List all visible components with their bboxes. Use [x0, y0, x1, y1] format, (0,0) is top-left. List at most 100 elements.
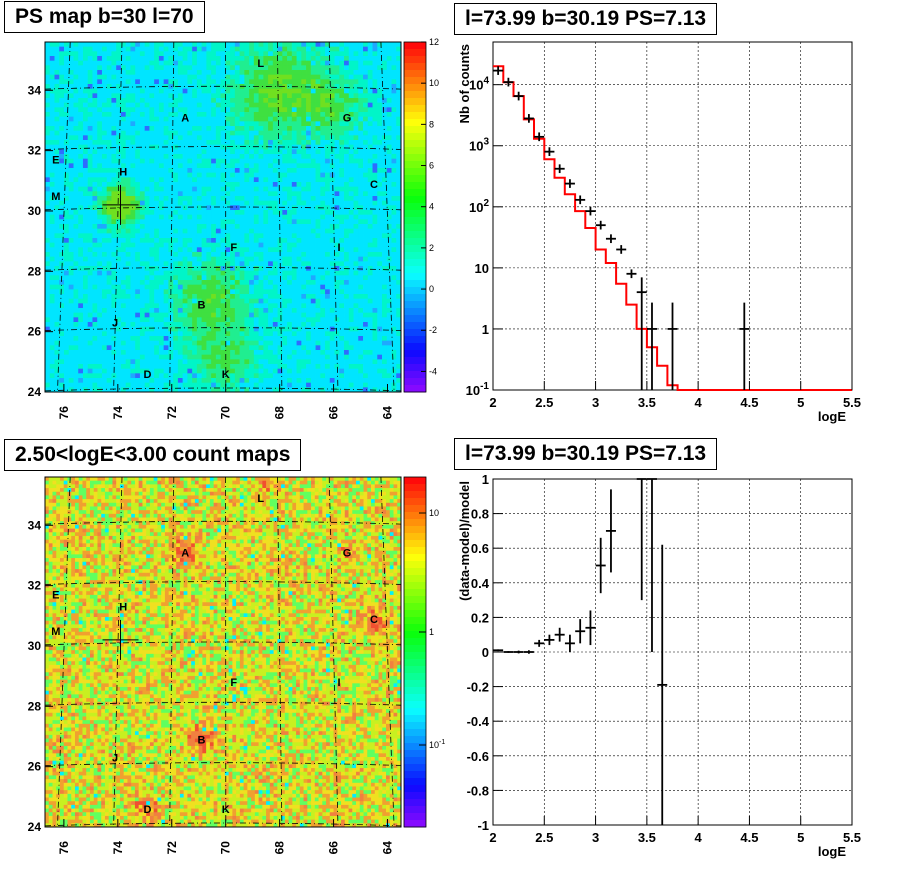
heatmap-cell [45, 154, 51, 160]
heatmap-cell [149, 163, 155, 169]
heatmap-cell [125, 340, 131, 346]
heatmap-cell [111, 74, 117, 80]
heatmap-cell [272, 284, 278, 290]
heatmap-cell [253, 135, 259, 141]
heatmap-cell [177, 200, 184, 206]
heatmap-cell [63, 382, 70, 388]
heatmap-cell [59, 163, 65, 169]
heatmap-cell [163, 238, 169, 244]
heatmap-cell [97, 154, 103, 160]
heatmap-cell [144, 182, 150, 188]
heatmap-cell [329, 60, 335, 66]
heatmap-cell [239, 228, 245, 234]
heatmap-cell [329, 51, 335, 57]
heatmap-cell [263, 46, 269, 52]
heatmap-cell [78, 298, 84, 304]
heatmap-cell [163, 121, 169, 127]
heatmap-cell [97, 60, 103, 66]
heatmap-cell [59, 340, 65, 346]
heatmap-cell [158, 135, 165, 141]
heatmap-cell [73, 154, 79, 160]
heatmap-cell [196, 107, 203, 113]
heatmap-cell [63, 46, 70, 52]
heatmap-cell [106, 224, 112, 230]
heatmap-cell [139, 373, 146, 379]
heatmap-cell [334, 149, 340, 155]
heatmap-cell [344, 112, 350, 118]
heatmap-cell [310, 51, 316, 57]
heatmap-cell [168, 219, 174, 225]
heatmap-cell [277, 326, 283, 332]
heatmap-cell [253, 149, 259, 155]
heatmap-cell [87, 112, 93, 118]
heatmap-cell [78, 135, 84, 141]
heatmap-cell [177, 70, 184, 76]
heatmap-cell [154, 238, 160, 244]
heatmap-cell [101, 98, 108, 104]
heatmap-cell [348, 364, 354, 370]
heatmap-cell [87, 294, 93, 300]
heatmap-cell [144, 387, 150, 393]
heatmap-cell [282, 336, 288, 342]
heatmap-cell [239, 280, 245, 286]
heatmap-cell [92, 331, 98, 337]
heatmap-cell [163, 210, 169, 216]
heatmap-cell [339, 107, 345, 113]
heatmap-cell [348, 65, 354, 71]
heatmap-cell [187, 284, 193, 290]
heatmap-cell [220, 70, 226, 76]
heatmap-cell [82, 149, 89, 155]
heatmap-cell [310, 359, 316, 365]
heatmap-cell [135, 172, 141, 178]
heatmap-cell [253, 364, 259, 370]
heatmap-cell [101, 46, 108, 52]
heatmap-cell [353, 233, 359, 239]
heatmap-cell [310, 368, 316, 374]
heatmap-cell [296, 224, 302, 230]
heatmap-cell [296, 261, 302, 267]
heatmap-cell [329, 336, 335, 342]
heatmap-cell [201, 387, 207, 393]
heatmap-cell [339, 74, 345, 80]
heatmap-cell [230, 126, 236, 132]
heatmap-cell [135, 126, 141, 132]
heatmap-cell [353, 354, 359, 360]
heatmap-cell [334, 93, 340, 99]
heatmap-cell [130, 373, 136, 379]
heatmap-cell [177, 354, 184, 360]
heatmap-cell [101, 378, 108, 384]
heatmap-cell [82, 154, 89, 160]
heatmap-cell [139, 224, 146, 230]
heatmap-cell [149, 46, 155, 52]
heatmap-cell [249, 172, 255, 178]
heatmap-cell [82, 84, 89, 90]
heatmap-cell [87, 373, 93, 379]
heatmap-cell [125, 121, 131, 127]
heatmap-cell [320, 294, 326, 300]
heatmap-cell [211, 308, 217, 314]
heatmap-cell [97, 214, 103, 220]
heatmap-cell [49, 331, 55, 337]
heatmap-cell [182, 252, 188, 258]
heatmap-cell [320, 102, 326, 108]
heatmap-cell [358, 172, 364, 178]
heatmap-cell [206, 354, 212, 360]
heatmap-cell [348, 144, 354, 150]
heatmap-cell [163, 266, 169, 272]
heatmap-cell [211, 107, 217, 113]
heatmap-cell [177, 79, 184, 85]
heatmap-cell [154, 205, 160, 211]
heatmap-cell [120, 121, 127, 127]
heatmap-cell [325, 116, 331, 122]
heatmap-cell [315, 135, 321, 141]
heatmap-cell [320, 345, 326, 351]
heatmap-cell [272, 275, 278, 281]
heatmap-cell [211, 46, 217, 52]
heatmap-cell [54, 168, 60, 174]
heatmap-cell [249, 238, 255, 244]
heatmap-cell [358, 224, 364, 230]
heatmap-cell [220, 214, 226, 220]
heatmap-cell [78, 196, 84, 202]
heatmap-cell [49, 98, 55, 104]
heatmap-cell [196, 238, 203, 244]
